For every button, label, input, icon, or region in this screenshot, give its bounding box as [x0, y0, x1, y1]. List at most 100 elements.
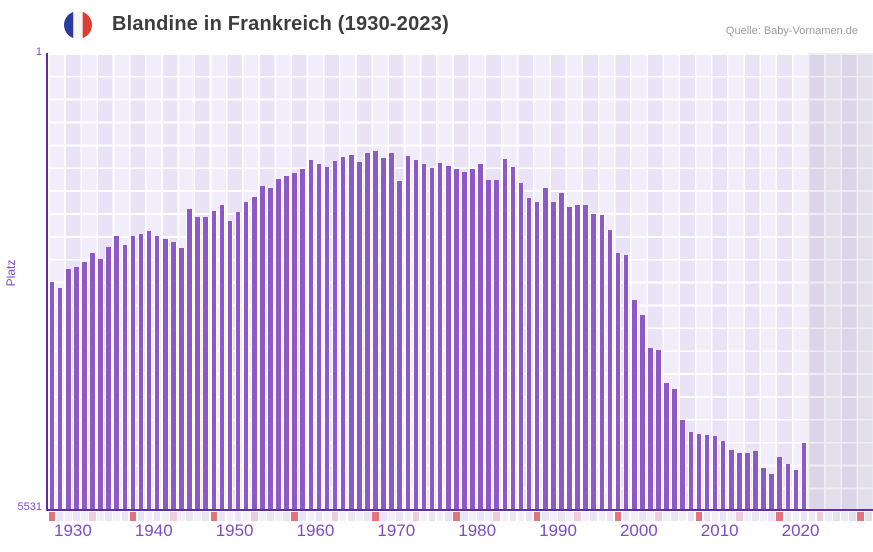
bar-2016[interactable] [744, 452, 751, 510]
bar-1987[interactable] [509, 166, 517, 510]
bar-1973[interactable] [396, 181, 404, 510]
bar-1939[interactable] [121, 244, 129, 510]
bar-1978[interactable] [436, 162, 444, 510]
bar-1945[interactable] [170, 242, 177, 510]
bar-1961[interactable] [299, 168, 307, 510]
bar-1942[interactable] [145, 231, 153, 510]
bar-2002[interactable] [630, 300, 638, 510]
bar-1976[interactable] [420, 164, 428, 510]
bar-1965[interactable] [331, 161, 339, 510]
bar-2006[interactable] [663, 382, 670, 510]
bar-1933[interactable] [73, 266, 80, 510]
bar-2009[interactable] [687, 432, 695, 510]
bar-2010[interactable] [695, 433, 703, 510]
bar-1932[interactable] [64, 269, 72, 510]
bar-1944[interactable] [161, 238, 169, 510]
bar-2012[interactable] [711, 436, 719, 510]
bar-1936[interactable] [97, 258, 104, 510]
bar-1989[interactable] [525, 197, 533, 510]
bar-2015[interactable] [736, 452, 743, 510]
bar-2001[interactable] [622, 254, 630, 510]
bar-2019[interactable] [768, 474, 775, 510]
bar-1991[interactable] [541, 187, 549, 510]
bar-1972[interactable] [388, 152, 395, 510]
bar-1982[interactable] [469, 168, 476, 510]
bar-1935[interactable] [89, 252, 96, 510]
bar-1938[interactable] [113, 235, 121, 510]
bar-1990[interactable] [533, 201, 541, 510]
bar-1966[interactable] [339, 157, 347, 510]
bar-1957[interactable] [267, 188, 274, 510]
bar-1952[interactable] [226, 220, 234, 510]
bar-2011[interactable] [703, 434, 711, 510]
bar-1964[interactable] [323, 166, 331, 510]
tick-cell-2030 [857, 512, 864, 521]
bar-2003[interactable] [639, 314, 646, 510]
bar-1937[interactable] [105, 247, 112, 510]
bar-2023[interactable] [800, 442, 808, 510]
bar-1950[interactable] [210, 210, 218, 510]
bar-1958[interactable] [275, 178, 282, 510]
bar-1930[interactable] [48, 281, 56, 510]
bar-2014[interactable] [727, 450, 735, 510]
tick-cell-1946 [178, 512, 185, 521]
bar-2020[interactable] [776, 457, 784, 510]
bar-2004[interactable] [647, 347, 654, 510]
bar-1980[interactable] [453, 168, 460, 510]
bar-1940[interactable] [129, 235, 137, 510]
bar-2005[interactable] [655, 349, 662, 510]
bar-2017[interactable] [752, 451, 759, 510]
bar-2013[interactable] [719, 441, 727, 510]
bar-1996[interactable] [582, 204, 589, 510]
bar-1941[interactable] [137, 233, 145, 510]
bar-2022[interactable] [792, 470, 800, 510]
bar-1999[interactable] [606, 229, 614, 510]
bar-1949[interactable] [202, 217, 209, 510]
tick-cell-1935 [89, 512, 96, 521]
bar-1953[interactable] [234, 211, 242, 510]
bar-1983[interactable] [477, 164, 484, 510]
bar-1970[interactable] [372, 151, 379, 510]
bar-1947[interactable] [186, 209, 193, 510]
bar-1954[interactable] [242, 201, 250, 510]
bar-1951[interactable] [218, 204, 226, 510]
bar-1963[interactable] [315, 163, 323, 510]
bar-1984[interactable] [485, 180, 492, 510]
bar-1997[interactable] [590, 214, 598, 510]
bar-1969[interactable] [364, 152, 371, 510]
bar-1967[interactable] [347, 154, 355, 510]
bar-1931[interactable] [56, 287, 64, 510]
bar-1977[interactable] [428, 167, 436, 510]
bar-1979[interactable] [444, 166, 452, 510]
tick-cell-2018 [760, 512, 767, 521]
bar-1988[interactable] [517, 183, 525, 510]
bar-1946[interactable] [178, 247, 185, 510]
bar-1975[interactable] [412, 159, 420, 510]
bar-1968[interactable] [356, 162, 363, 510]
bar-2021[interactable] [784, 464, 792, 510]
bar-1959[interactable] [283, 176, 290, 510]
bar-1998[interactable] [598, 214, 606, 510]
bar-1971[interactable] [380, 157, 387, 510]
bar-1962[interactable] [307, 159, 315, 510]
bar-1986[interactable] [501, 158, 509, 510]
bar-1995[interactable] [574, 204, 581, 510]
bar-1960[interactable] [291, 172, 298, 510]
tick-cell-1971 [380, 512, 387, 521]
bar-1993[interactable] [558, 193, 565, 510]
bar-1992[interactable] [550, 202, 557, 510]
bar-1974[interactable] [404, 156, 412, 510]
bar-1934[interactable] [81, 261, 88, 510]
bar-1994[interactable] [566, 206, 573, 510]
bar-2000[interactable] [614, 252, 622, 510]
bar-2008[interactable] [679, 419, 687, 510]
tick-cell-1930 [48, 512, 56, 521]
bar-1981[interactable] [461, 171, 468, 510]
bar-2007[interactable] [671, 389, 678, 510]
bar-1943[interactable] [153, 236, 161, 510]
bar-2018[interactable] [760, 467, 767, 510]
bar-1985[interactable] [493, 180, 501, 510]
bar-1956[interactable] [259, 185, 266, 510]
bar-1948[interactable] [194, 216, 201, 510]
bar-1955[interactable] [250, 196, 258, 510]
